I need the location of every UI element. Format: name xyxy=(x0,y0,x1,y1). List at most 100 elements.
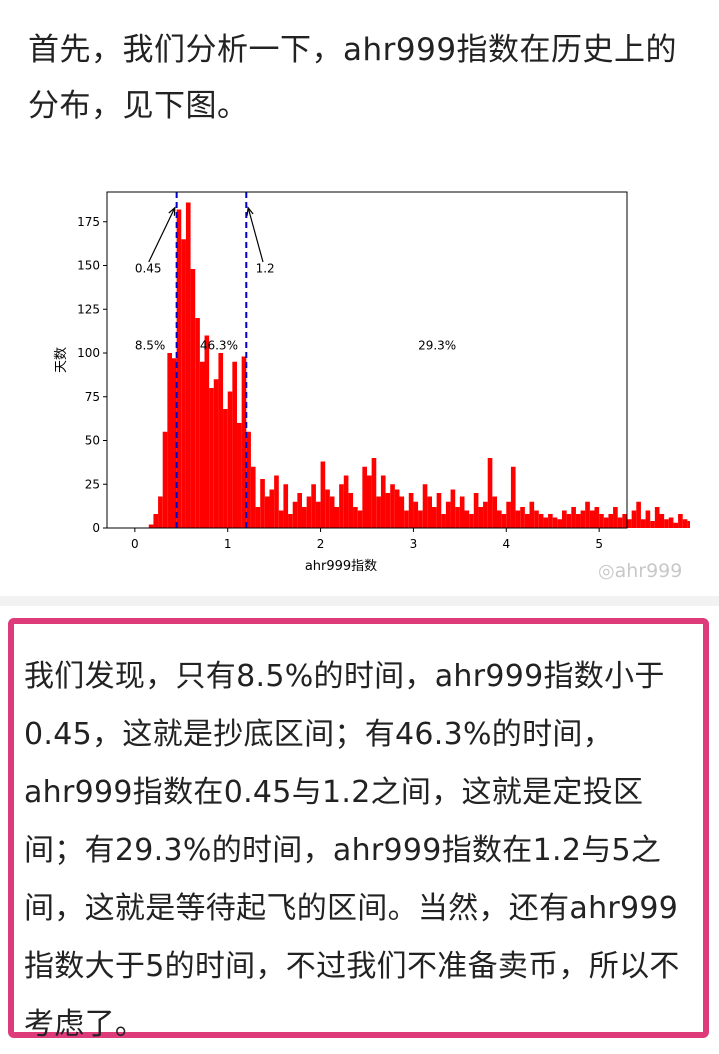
histogram-bar xyxy=(260,479,265,528)
histogram-bar xyxy=(325,489,330,528)
histogram-bar xyxy=(562,510,567,528)
histogram-bar xyxy=(385,493,391,528)
histogram-bar xyxy=(311,484,316,528)
histogram-bar xyxy=(237,423,242,528)
histogram-bar xyxy=(617,517,623,528)
histogram-bar xyxy=(650,521,655,528)
histogram-bar xyxy=(302,507,307,528)
histogram-bar xyxy=(501,514,507,528)
y-tick-label: 175 xyxy=(77,215,100,229)
histogram-bar xyxy=(487,458,493,528)
histogram-bar xyxy=(380,475,386,528)
histogram-bar xyxy=(232,361,237,528)
histogram-bar xyxy=(631,510,637,528)
callout-paragraph: 我们发现，只有8.5%的时间，ahr999指数小于0.45，这就是抄底区间；有4… xyxy=(24,659,680,1042)
x-tick-label: 4 xyxy=(502,537,510,551)
histogram-bar xyxy=(278,510,284,528)
histogram-bar xyxy=(190,269,196,528)
x-tick-label: 1 xyxy=(224,537,232,551)
histogram-bar xyxy=(367,475,372,528)
y-tick-label: 25 xyxy=(85,477,100,491)
annotation-arrow xyxy=(247,207,264,263)
histogram-bar xyxy=(636,501,641,528)
x-tick-label: 5 xyxy=(595,537,603,551)
chart-annotation: 1.2 xyxy=(256,262,275,276)
histogram-bar xyxy=(362,466,367,528)
histogram-bar xyxy=(566,514,572,528)
histogram-bar xyxy=(673,522,679,528)
histogram-bar xyxy=(594,507,600,528)
histogram-bar xyxy=(687,521,692,528)
histogram-bar xyxy=(213,379,219,528)
histogram-bar xyxy=(543,517,549,528)
histogram-bar xyxy=(538,514,544,528)
histogram-bar xyxy=(255,507,261,528)
histogram-bar xyxy=(390,484,395,528)
y-tick-label: 100 xyxy=(77,346,100,360)
histogram-bar xyxy=(306,496,312,528)
histogram-bar xyxy=(269,489,275,528)
histogram-bar xyxy=(292,501,298,528)
histogram-bar xyxy=(515,510,521,528)
histogram-bar xyxy=(534,510,539,528)
histogram-bar xyxy=(627,519,632,528)
y-axis-label: 天数 xyxy=(54,347,69,373)
histogram-bar xyxy=(432,507,437,528)
histogram-bar xyxy=(622,514,627,528)
histogram-bar xyxy=(659,514,665,528)
histogram-bar xyxy=(613,507,618,528)
histogram-bar xyxy=(640,519,646,528)
histogram-bar xyxy=(241,356,247,528)
section-divider xyxy=(0,596,719,606)
histogram-bar xyxy=(153,514,159,528)
chart-annotation: 29.3% xyxy=(418,339,456,353)
histogram-bar xyxy=(436,493,442,528)
histogram-bar xyxy=(227,391,233,528)
histogram-bar xyxy=(668,517,674,528)
histogram-bar xyxy=(172,358,177,528)
histogram-bar xyxy=(167,353,172,528)
histogram-bar xyxy=(682,519,688,528)
watermark-text: ahr999 xyxy=(614,560,683,582)
histogram-bar xyxy=(506,501,511,528)
y-tick-label: 150 xyxy=(77,259,100,273)
histogram-bar xyxy=(422,484,428,528)
chart-annotation: 0.45 xyxy=(135,262,162,276)
histogram-bar xyxy=(348,493,354,528)
histogram-bar xyxy=(195,318,200,528)
histogram-bar xyxy=(283,484,289,528)
histogram-bar xyxy=(148,524,154,528)
annotation-arrow xyxy=(148,207,176,263)
plot-frame xyxy=(106,191,628,529)
histogram-bar xyxy=(603,517,609,528)
histogram-bar xyxy=(404,510,409,528)
histogram-bar xyxy=(413,501,419,528)
histogram-bar xyxy=(529,501,535,528)
histogram-bar xyxy=(408,493,414,528)
annotation-arrowhead xyxy=(168,206,176,216)
histogram-bar xyxy=(557,519,562,528)
histogram-bar xyxy=(181,239,186,528)
histogram-bar xyxy=(497,510,502,528)
x-axis-label: ahr999指数 xyxy=(305,559,377,574)
histogram-bar xyxy=(473,493,479,528)
histogram-bar xyxy=(223,409,228,528)
histogram-bar xyxy=(353,507,358,528)
histogram-bar xyxy=(376,496,381,528)
histogram-bar xyxy=(580,510,586,528)
watermark: ◎ahr999 xyxy=(598,560,682,582)
y-tick-label: 75 xyxy=(85,390,100,404)
histogram-bar xyxy=(288,514,293,528)
histogram-bar xyxy=(334,507,340,528)
histogram-bar xyxy=(589,510,595,528)
chart-annotation: 46.3% xyxy=(200,339,238,353)
annotation-arrowhead xyxy=(246,206,254,216)
histogram-bar xyxy=(654,507,660,528)
histogram-bar xyxy=(445,501,451,528)
histogram-bar xyxy=(264,496,270,528)
histogram-bar xyxy=(552,517,558,528)
histogram-bar xyxy=(450,489,456,528)
histogram-bar xyxy=(427,496,432,528)
histogram-bar xyxy=(678,514,683,528)
